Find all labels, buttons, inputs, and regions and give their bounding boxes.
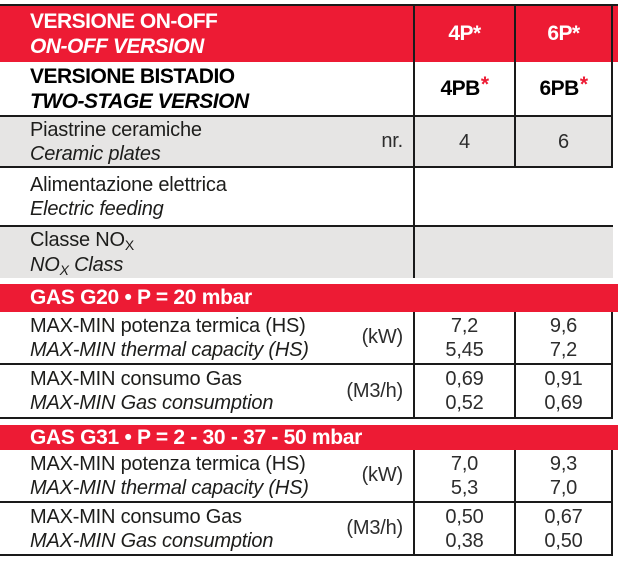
electric-feeding-label-it: Alimentazione elettrica xyxy=(30,173,227,196)
g31-thermal-value-6p: 9,3 7,0 xyxy=(516,450,613,501)
row-electric-feeding: Alimentazione elettrica Electric feeding xyxy=(0,168,613,227)
model-header-6p: 6P* xyxy=(516,6,613,62)
ceramic-plates-unit: nr. xyxy=(381,130,403,152)
max-value: 7,2 xyxy=(450,314,479,337)
version-twostage-label-cell: VERSIONE BISTADIO TWO-STAGE VERSION xyxy=(0,62,415,115)
row-g31-thermal-capacity: MAX-MIN potenza termica (HS) MAX-MIN the… xyxy=(0,450,613,503)
g20-consumption-label-it: MAX-MIN consumo Gas xyxy=(30,368,242,390)
g31-consumption-value-6p: 0,67 0,50 xyxy=(516,503,613,554)
g31-thermal-label-en: MAX-MIN thermal capacity (HS) xyxy=(30,476,309,499)
min-value: 5,3 xyxy=(450,476,479,499)
min-value: 0,50 xyxy=(544,529,583,552)
electric-feeding-label-cell: Alimentazione elettrica Electric feeding xyxy=(0,168,415,225)
min-value: 7,0 xyxy=(549,476,578,499)
row-version-onoff: VERSIONE ON-OFF ON-OFF VERSION 4P* 6P* xyxy=(0,6,618,62)
version-twostage-label-it: VERSIONE BISTADIO xyxy=(30,64,235,88)
version-onoff-label-cell: VERSIONE ON-OFF ON-OFF VERSION xyxy=(0,6,415,62)
version-onoff-label-it: VERSIONE ON-OFF xyxy=(30,10,218,33)
min-value: 5,45 xyxy=(445,338,484,361)
ceramic-plates-value-4p: 4 xyxy=(415,117,516,166)
nox-class-label-it: Classe NOX xyxy=(30,228,135,253)
g31-consumption-unit: (M3/h) xyxy=(346,517,403,539)
g20-consumption-value-6p: 0,91 0,69 xyxy=(516,365,613,417)
g20-consumption-label-en: MAX-MIN Gas consumption xyxy=(30,392,274,414)
nox-class-value-cell xyxy=(415,227,613,278)
gas-g31-title: GAS G31 • P = 2 - 30 - 37 - 50 mbar xyxy=(30,425,363,449)
version-onoff-label-en: ON-OFF VERSION xyxy=(30,35,204,58)
electric-feeding-value-cell xyxy=(415,168,613,225)
ceramic-plates-value-6p: 6 xyxy=(516,117,613,166)
g20-consumption-value-4p: 0,69 0,52 xyxy=(415,365,516,417)
asterisk-mark: * xyxy=(579,72,588,96)
version-twostage-label-en: TWO-STAGE VERSION xyxy=(30,89,249,113)
g20-consumption-label-cell: MAX-MIN consumo Gas MAX-MIN Gas consumpt… xyxy=(0,365,415,417)
min-value: 7,2 xyxy=(549,338,578,361)
electric-feeding-label-en: Electric feeding xyxy=(30,197,164,220)
asterisk-mark: * xyxy=(480,72,489,96)
min-value: 0,52 xyxy=(445,392,484,414)
subscript-x: X xyxy=(124,236,135,253)
g31-consumption-value-4p: 0,50 0,38 xyxy=(415,503,516,554)
ceramic-plates-label-it: Piastrine ceramiche xyxy=(30,118,202,141)
g31-consumption-label-cell: MAX-MIN consumo Gas MAX-MIN Gas consumpt… xyxy=(0,503,415,554)
row-g20-gas-consumption: MAX-MIN consumo Gas MAX-MIN Gas consumpt… xyxy=(0,365,613,419)
g20-thermal-value-4p: 7,2 5,45 xyxy=(415,312,516,363)
model-header-4p: 4P* xyxy=(415,6,516,62)
min-value: 0,38 xyxy=(445,529,484,552)
table-top-border xyxy=(0,4,618,6)
row-g20-thermal-capacity: MAX-MIN potenza termica (HS) MAX-MIN the… xyxy=(0,312,613,365)
subscript-x: X xyxy=(59,261,69,278)
red-filler xyxy=(613,6,618,62)
max-value: 9,6 xyxy=(549,314,578,337)
g20-thermal-unit: (kW) xyxy=(361,326,404,348)
g31-thermal-label-it: MAX-MIN potenza termica (HS) xyxy=(30,452,306,475)
model-header-6pb: 6PB * xyxy=(516,62,613,115)
g20-consumption-unit: (M3/h) xyxy=(346,379,403,402)
row-nox-class: Classe NOX NOX Class xyxy=(0,227,613,278)
nox-class-label-en: NOX Class xyxy=(30,253,124,278)
model-4pb-text: 4PB xyxy=(440,76,480,100)
max-value: 9,3 xyxy=(549,452,578,475)
row-ceramic-plates: Piastrine ceramiche Ceramic plates nr. 4… xyxy=(0,117,613,168)
gas-g20-title: GAS G20 • P = 20 mbar xyxy=(30,286,252,309)
g20-thermal-label-cell: MAX-MIN potenza termica (HS) MAX-MIN the… xyxy=(0,312,415,363)
g20-thermal-label-it: MAX-MIN potenza termica (HS) xyxy=(30,314,306,337)
g20-thermal-value-6p: 9,6 7,2 xyxy=(516,312,613,363)
g31-consumption-label-en: MAX-MIN Gas consumption xyxy=(30,529,274,552)
max-value: 0,67 xyxy=(544,505,583,528)
max-value: 7,0 xyxy=(450,452,479,475)
g31-thermal-label-cell: MAX-MIN potenza termica (HS) MAX-MIN the… xyxy=(0,450,415,501)
g20-thermal-label-en: MAX-MIN thermal capacity (HS) xyxy=(30,338,309,361)
nox-class-label-cell: Classe NOX NOX Class xyxy=(0,227,415,278)
row-version-twostage: VERSIONE BISTADIO TWO-STAGE VERSION 4PB *… xyxy=(0,62,613,117)
g31-thermal-unit: (kW) xyxy=(361,464,404,486)
max-value: 0,50 xyxy=(445,505,484,528)
section-header-gas-g20: GAS G20 • P = 20 mbar xyxy=(0,284,618,312)
g31-thermal-value-4p: 7,0 5,3 xyxy=(415,450,516,501)
ceramic-plates-label-en: Ceramic plates xyxy=(30,142,161,165)
ceramic-plates-label-cell: Piastrine ceramiche Ceramic plates nr. xyxy=(0,117,415,166)
section-header-gas-g31: GAS G31 • P = 2 - 30 - 37 - 50 mbar xyxy=(0,425,618,450)
model-header-4pb: 4PB * xyxy=(415,62,516,115)
max-value: 0,91 xyxy=(544,368,583,390)
model-6pb-text: 6PB xyxy=(539,76,579,100)
max-value: 0,69 xyxy=(445,368,484,390)
min-value: 0,69 xyxy=(544,392,583,414)
row-g31-gas-consumption: MAX-MIN consumo Gas MAX-MIN Gas consumpt… xyxy=(0,503,613,556)
g31-consumption-label-it: MAX-MIN consumo Gas xyxy=(30,505,242,528)
